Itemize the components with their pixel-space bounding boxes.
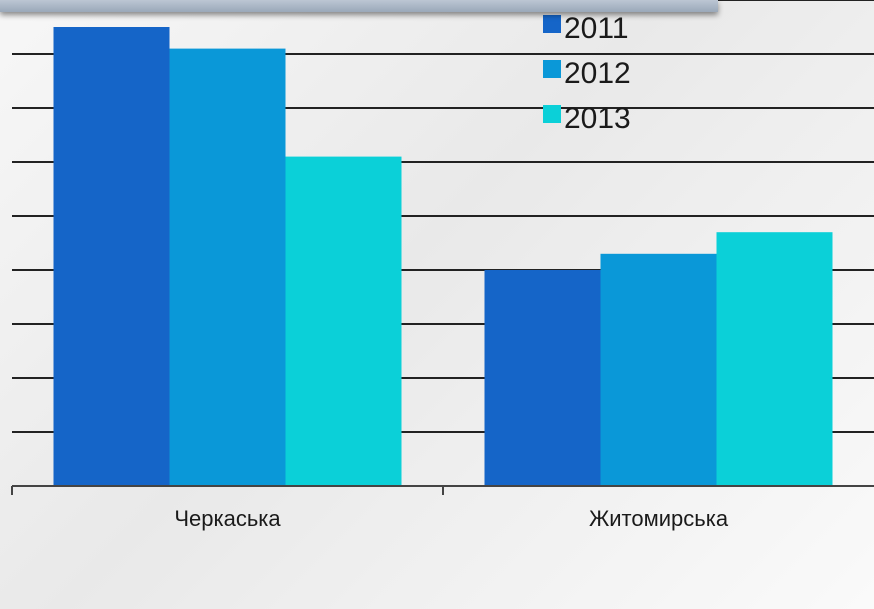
x-tick-label: Черкаська bbox=[174, 506, 281, 531]
bar bbox=[600, 253, 717, 486]
bar bbox=[285, 156, 402, 486]
legend: 2011 2012 2013 bbox=[543, 12, 631, 135]
bar bbox=[716, 232, 833, 486]
bar bbox=[484, 270, 601, 486]
legend-swatch bbox=[543, 60, 561, 78]
legend-label: 2012 bbox=[564, 57, 631, 90]
bar bbox=[169, 48, 286, 486]
legend-swatch bbox=[543, 105, 561, 123]
title-banner bbox=[0, 0, 718, 12]
bar bbox=[53, 27, 170, 486]
x-axis bbox=[11, 485, 874, 495]
bars bbox=[53, 27, 833, 486]
category-labels: Черкаська Житомирська bbox=[174, 506, 728, 531]
legend-label: 2011 bbox=[564, 12, 629, 45]
legend-label: 2013 bbox=[564, 102, 631, 135]
x-tick-label: Житомирська bbox=[589, 506, 729, 531]
legend-swatch bbox=[543, 15, 561, 33]
